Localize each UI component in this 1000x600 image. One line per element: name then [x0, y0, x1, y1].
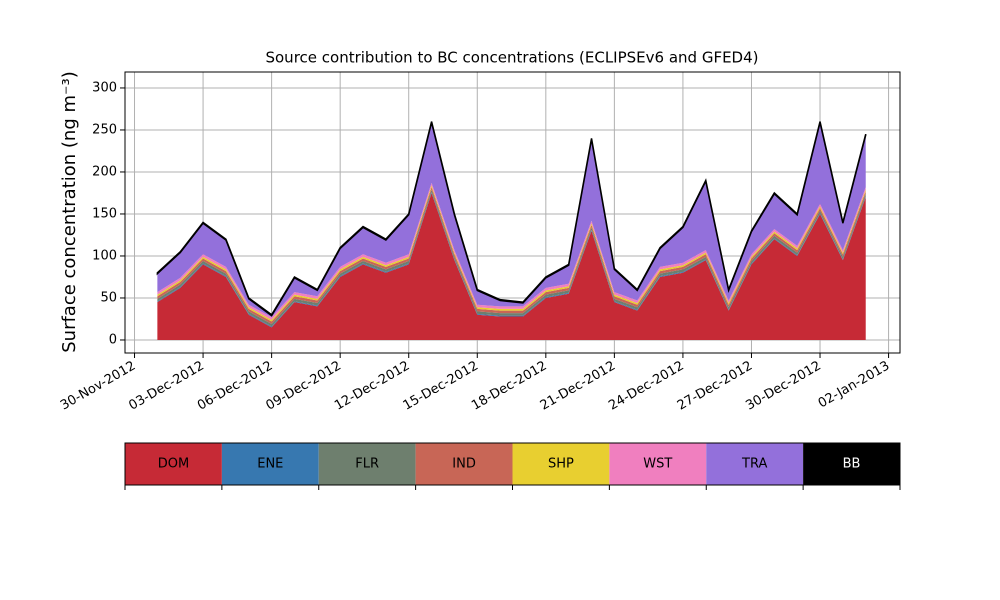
legend-swatch — [609, 443, 707, 485]
x-tick-label: 30-Nov-2012 — [58, 359, 138, 414]
legend-swatch — [512, 443, 610, 485]
legend-swatch — [125, 443, 222, 485]
x-tick-label: 02-Jan-2013 — [816, 359, 893, 412]
y-axis-label: Surface concentration (ng m⁻³) — [59, 71, 80, 353]
y-tick-label: 250 — [92, 122, 117, 137]
y-tick-label: 50 — [100, 290, 117, 305]
x-tick-label: 18-Dec-2012 — [469, 359, 549, 414]
x-tick-label: 12-Dec-2012 — [332, 359, 412, 414]
y-tick-label: 150 — [92, 206, 117, 221]
x-tick-label: 30-Dec-2012 — [743, 359, 823, 414]
axes-frame — [124, 71, 901, 354]
x-tick-label: 03-Dec-2012 — [126, 359, 206, 414]
x-tick-label: 15-Dec-2012 — [401, 359, 481, 414]
x-tick-label: 27-Dec-2012 — [675, 359, 755, 414]
legend-swatch — [803, 443, 900, 485]
y-tick-label: 300 — [92, 80, 117, 95]
legend-label: SHP — [548, 457, 574, 472]
legend-label: BB — [843, 457, 861, 472]
legend-label: FLR — [355, 457, 379, 472]
x-tick-label: 21-Dec-2012 — [538, 359, 618, 414]
legend-swatch — [706, 443, 804, 485]
legend: DOM ENE FLR IND SHP WST TRA BB — [124, 442, 901, 490]
chart-title: Source contribution to BC concentrations… — [265, 49, 758, 67]
x-tick-label: 24-Dec-2012 — [606, 359, 686, 414]
x-tick-label: 06-Dec-2012 — [195, 359, 275, 414]
legend-frame — [124, 442, 901, 486]
y-tick-label: 200 — [92, 164, 117, 179]
x-tick-label: 09-Dec-2012 — [264, 359, 344, 414]
legend-swatch — [318, 443, 416, 485]
legend-swatch — [221, 443, 319, 485]
legend-label: DOM — [158, 457, 189, 472]
legend-label: ENE — [257, 457, 283, 472]
legend-label: TRA — [741, 457, 767, 472]
legend-label: WST — [643, 457, 672, 472]
area-bb — [156, 121, 867, 317]
legend-swatch — [415, 443, 513, 485]
y-tick-label: 100 — [92, 248, 117, 263]
plot-area — [125, 72, 900, 353]
y-tick-label: 0 — [109, 332, 117, 347]
area-tra — [157, 122, 866, 318]
area-dom — [157, 192, 866, 340]
legend-label: IND — [452, 457, 476, 472]
